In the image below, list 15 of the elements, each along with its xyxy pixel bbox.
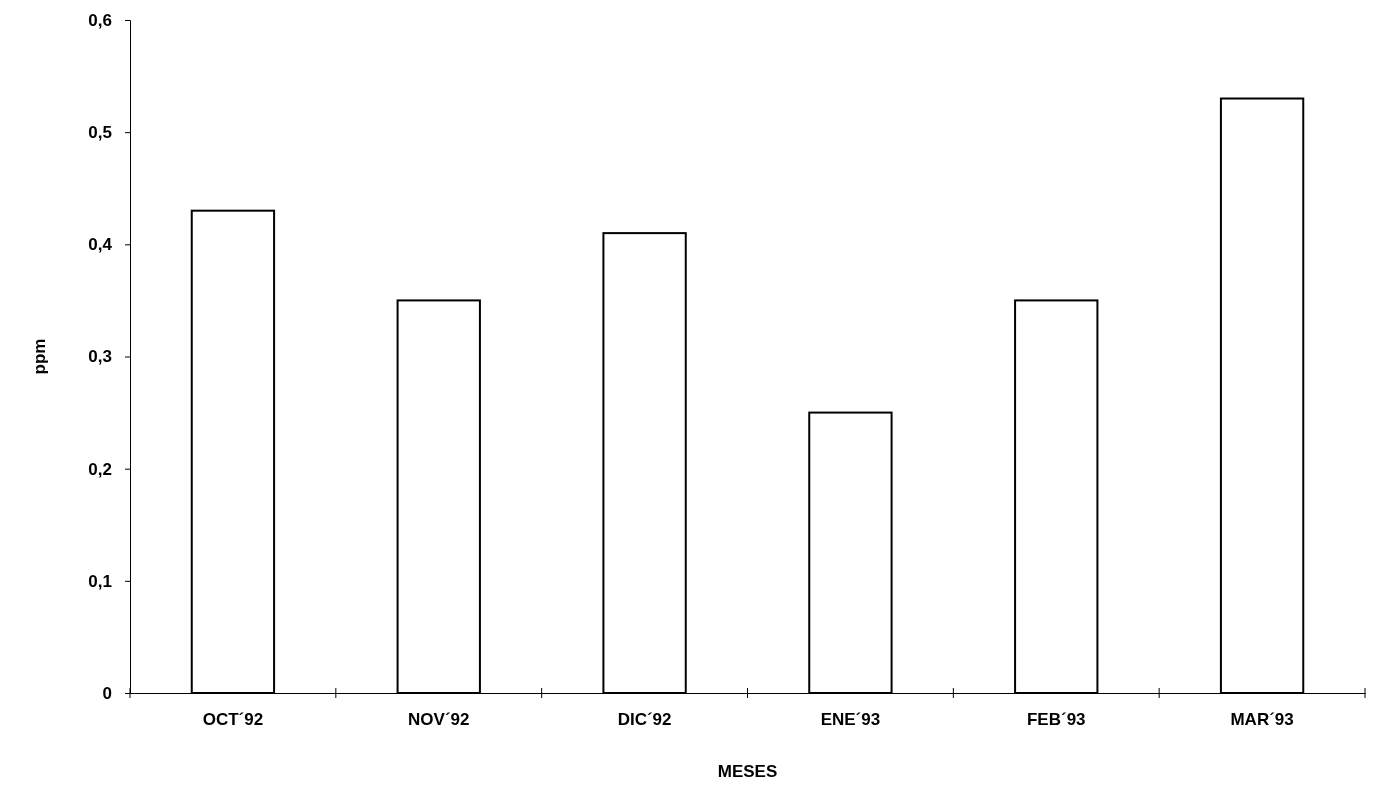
x-tick-label: FEB´93 (1026, 710, 1086, 730)
y-tick-label: 0,4 (88, 235, 113, 255)
y-tick-label: 0,5 (88, 123, 112, 143)
y-tick-label: 0,1 (88, 571, 112, 591)
y-tick-label: 0,2 (88, 459, 112, 479)
y-axis-title: ppm (30, 338, 49, 375)
y-tick-label: 0 (102, 683, 112, 703)
x-tick-label: DIC´92 (617, 710, 672, 730)
x-tick-label: NOV´92 (408, 710, 470, 730)
x-tick-label: OCT´92 (202, 710, 264, 730)
x-tick-label: MAR´93 (1230, 710, 1294, 730)
x-axis-title: MESES (717, 762, 778, 781)
x-tick-label: ENE´93 (820, 710, 881, 730)
y-tick-label: 0,6 (88, 10, 112, 30)
y-tick-label: 0,3 (88, 347, 112, 367)
